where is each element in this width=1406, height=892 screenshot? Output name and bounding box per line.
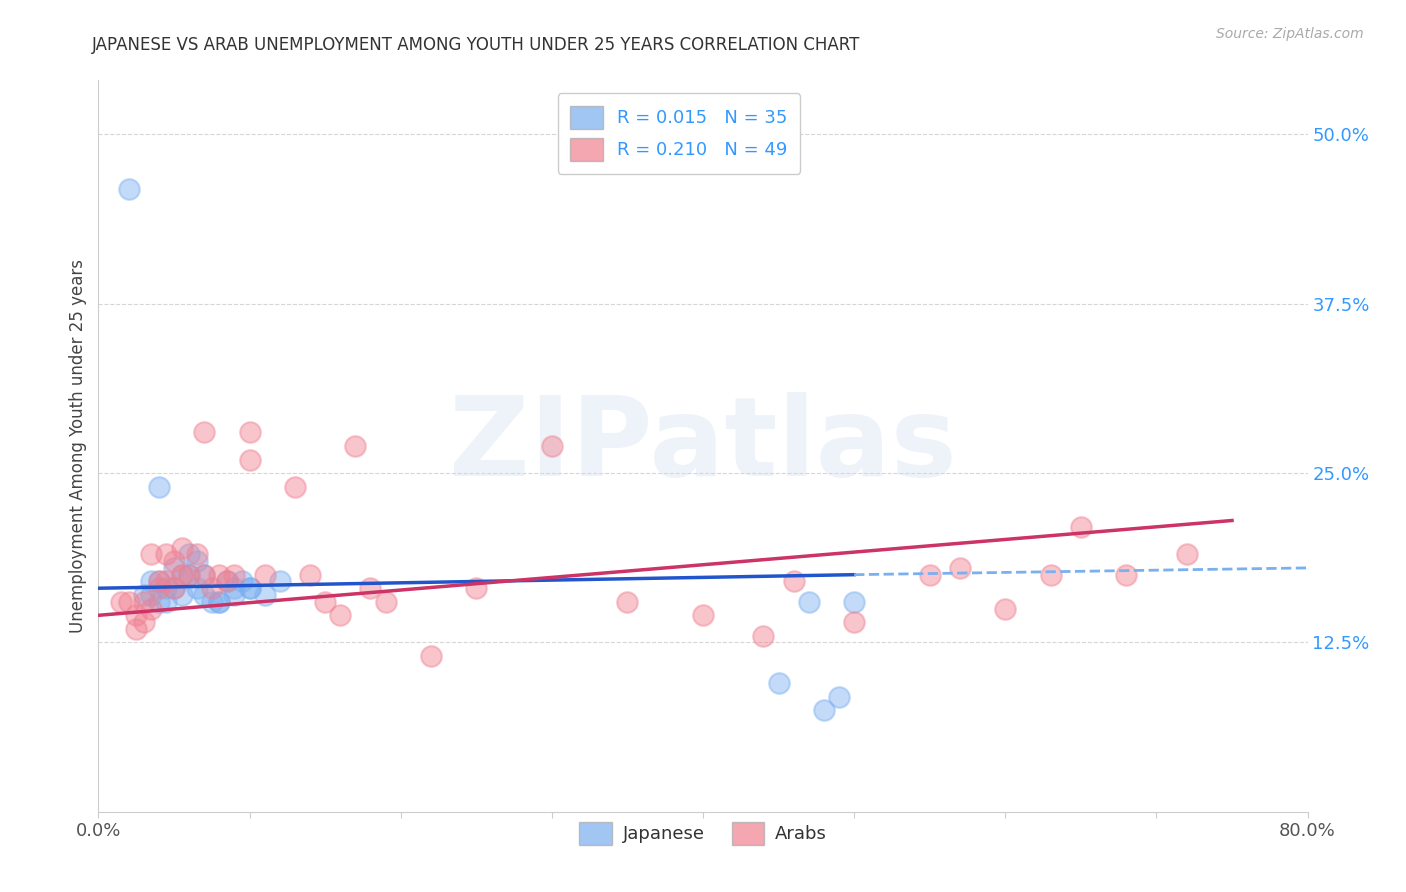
Point <box>344 439 367 453</box>
Point <box>201 595 224 609</box>
Point <box>193 567 215 582</box>
Point <box>813 703 835 717</box>
Text: ZIPatlas: ZIPatlas <box>449 392 957 500</box>
Point <box>141 588 163 602</box>
Point <box>170 567 193 582</box>
Point <box>692 608 714 623</box>
Point <box>125 622 148 636</box>
Point <box>110 595 132 609</box>
Point <box>420 648 443 663</box>
Point <box>141 547 163 561</box>
Point <box>170 567 193 582</box>
Point <box>1070 520 1092 534</box>
Point <box>540 439 562 453</box>
Point <box>170 541 193 555</box>
Point <box>193 567 215 582</box>
Point <box>148 595 170 609</box>
Point <box>239 581 262 595</box>
Point <box>125 608 148 623</box>
Point <box>208 595 231 609</box>
Point <box>163 561 186 575</box>
Point <box>844 615 866 629</box>
Point <box>118 181 141 195</box>
Point <box>215 574 238 589</box>
Point <box>1175 547 1198 561</box>
Point <box>844 595 866 609</box>
Point <box>797 595 820 609</box>
Point <box>329 608 352 623</box>
Y-axis label: Unemployment Among Youth under 25 years: Unemployment Among Youth under 25 years <box>69 259 87 633</box>
Point <box>186 547 208 561</box>
Point <box>269 574 291 589</box>
Point <box>828 690 851 704</box>
Point <box>314 595 336 609</box>
Point <box>783 574 806 589</box>
Point <box>768 676 790 690</box>
Point <box>239 425 262 440</box>
Point <box>155 547 177 561</box>
Point <box>374 595 396 609</box>
Point <box>148 581 170 595</box>
Point <box>193 425 215 440</box>
Point <box>224 588 246 602</box>
Point <box>752 629 775 643</box>
Point <box>179 567 201 582</box>
Point <box>163 554 186 568</box>
Point <box>299 567 322 582</box>
Point <box>132 615 155 629</box>
Point <box>253 567 276 582</box>
Point <box>163 581 186 595</box>
Point <box>360 581 382 595</box>
Point <box>208 595 231 609</box>
Point <box>1115 567 1137 582</box>
Point <box>132 588 155 602</box>
Point <box>949 561 972 575</box>
Point <box>155 574 177 589</box>
Point <box>465 581 488 595</box>
Point <box>1039 567 1062 582</box>
Point <box>239 452 262 467</box>
Point <box>186 554 208 568</box>
Point <box>215 574 238 589</box>
Point <box>163 581 186 595</box>
Point <box>616 595 638 609</box>
Point <box>148 574 170 589</box>
Text: JAPANESE VS ARAB UNEMPLOYMENT AMONG YOUTH UNDER 25 YEARS CORRELATION CHART: JAPANESE VS ARAB UNEMPLOYMENT AMONG YOUT… <box>91 36 859 54</box>
Point <box>118 595 141 609</box>
Point <box>148 480 170 494</box>
Point <box>231 574 253 589</box>
Point <box>141 601 163 615</box>
Point <box>170 588 193 602</box>
Point <box>155 595 177 609</box>
Legend: Japanese, Arabs: Japanese, Arabs <box>571 813 835 854</box>
Point <box>148 574 170 589</box>
Point <box>208 567 231 582</box>
Point <box>224 567 246 582</box>
Point <box>179 547 201 561</box>
Point <box>193 588 215 602</box>
Point <box>186 581 208 595</box>
Point <box>155 581 177 595</box>
Text: Source: ZipAtlas.com: Source: ZipAtlas.com <box>1216 27 1364 41</box>
Point <box>141 574 163 589</box>
Point <box>201 581 224 595</box>
Point <box>918 567 941 582</box>
Point <box>253 588 276 602</box>
Point <box>239 581 262 595</box>
Point <box>179 567 201 582</box>
Point <box>994 601 1017 615</box>
Point <box>224 581 246 595</box>
Point <box>284 480 307 494</box>
Point <box>132 595 155 609</box>
